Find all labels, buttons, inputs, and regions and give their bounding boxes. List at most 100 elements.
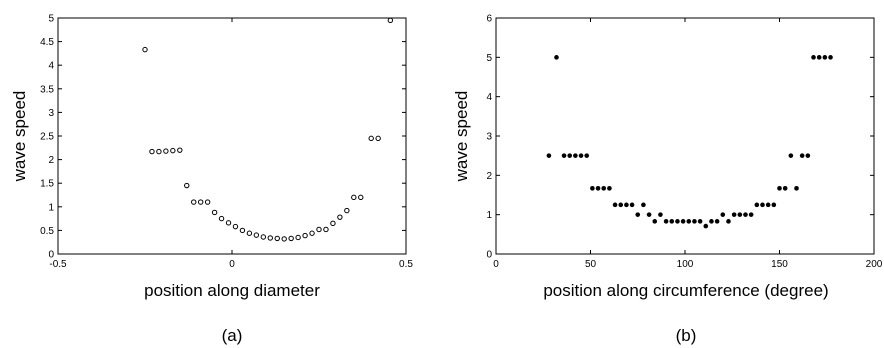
data-point-a [204,199,211,205]
x-axis-label-b: position along circumference (degree) [543,281,828,300]
data-point-b [584,153,590,158]
data-point-a [330,220,336,227]
data-point-b [669,219,675,224]
data-point-b [816,55,822,60]
data-point-b [629,202,635,208]
data-point-a [316,226,322,233]
x-tick-label-b: 100 [677,259,694,270]
data-point-b [709,219,714,224]
plot-frame-a [57,17,407,255]
y-tick-label-a: 3.5 [40,84,54,95]
data-point-b [731,212,737,217]
data-point-a [387,17,394,24]
data-point-a [288,235,294,242]
data-point-b [788,153,794,158]
data-point-b [822,55,828,60]
data-point-a [337,214,343,220]
data-point-b [754,202,760,208]
data-point-b [811,55,816,60]
points-a [142,17,394,242]
data-point-a [232,223,239,230]
data-point-b [658,212,663,217]
y-tick-label-b: 5 [486,53,492,64]
data-point-b [771,202,777,208]
data-point-b [612,202,618,208]
data-point-b [561,153,567,158]
points-b [546,55,833,229]
x-axis-label-a: position along diameter [144,281,320,300]
data-point-a [218,215,225,222]
y-tick-label-a: 3 [48,108,54,119]
data-point-b [748,212,754,217]
data-point-a [149,148,155,155]
x-ticks-a: -0.5 0 0.5 [49,18,413,270]
data-point-a [267,235,273,241]
x-tick-label-b: 50 [585,259,597,270]
panel-label-b: (b) [676,326,697,345]
data-point-b [828,55,833,60]
y-ticks-a: 0 0.5 1 1.5 2 2.5 3 3.5 4 4.5 5 [40,14,406,261]
y-tick-label-b: 0 [486,250,492,261]
data-point-b [680,219,686,224]
data-point-b [618,202,624,208]
x-tick-label-a: 0 [229,259,235,270]
data-point-a [309,230,315,236]
data-point-a [302,232,308,239]
data-point-a [344,207,350,214]
data-point-a [368,135,374,142]
data-point-b [590,186,595,191]
data-point-a [274,235,280,242]
data-point-b [554,55,559,60]
data-point-b [805,153,811,158]
data-point-b [726,219,731,224]
data-point-b [765,202,771,208]
panel-b: 0 1 2 3 4 5 6 0 50 100 150 200 wave speed position… [452,14,883,346]
y-tick-label-b: 3 [486,132,492,143]
data-point-b [675,219,680,224]
data-point-a [163,148,169,154]
data-point-a [142,46,148,53]
y-tick-label-a: 2 [48,155,54,166]
y-tick-label-a: 0 [48,250,54,261]
y-tick-label-b: 6 [486,14,492,25]
y-ticks-b: 0 1 2 3 4 5 6 [486,14,874,261]
data-point-a [246,230,253,236]
data-point-b [567,153,573,158]
data-point-a [177,147,183,153]
data-point-b [794,186,799,191]
y-tick-label-a: 5 [48,14,54,25]
data-point-a [197,199,204,205]
data-point-b [573,153,578,158]
data-point-a [170,147,176,154]
data-point-b [601,186,607,191]
x-ticks-b: 0 50 100 150 200 [493,18,883,270]
y-tick-label-a: 1.5 [40,179,54,190]
data-point-b [737,212,743,217]
data-point-a [239,227,246,234]
data-point-a [211,209,218,216]
data-point-a [323,226,329,233]
data-point-b [686,219,692,224]
data-point-a [156,148,162,155]
data-point-a [225,220,232,226]
panel-label-a: (a) [222,326,243,345]
data-point-b [607,186,612,191]
data-point-b [760,202,765,208]
data-point-a [375,135,381,142]
x-tick-label-a: -0.5 [49,259,67,270]
x-tick-label-b: 150 [771,259,788,270]
x-tick-label-b: 200 [866,259,883,270]
data-point-b [646,212,652,217]
y-tick-label-a: 0.5 [40,226,54,237]
y-axis-label-a: wave speed [10,91,29,183]
data-point-a [281,236,287,242]
data-point-b [624,202,629,208]
data-point-b [782,186,788,191]
data-point-a [260,234,267,240]
data-point-b [663,219,669,224]
data-point-b [546,153,552,158]
data-point-b [703,223,709,229]
x-tick-label-a: 0.5 [399,259,413,270]
data-point-b [697,219,703,224]
